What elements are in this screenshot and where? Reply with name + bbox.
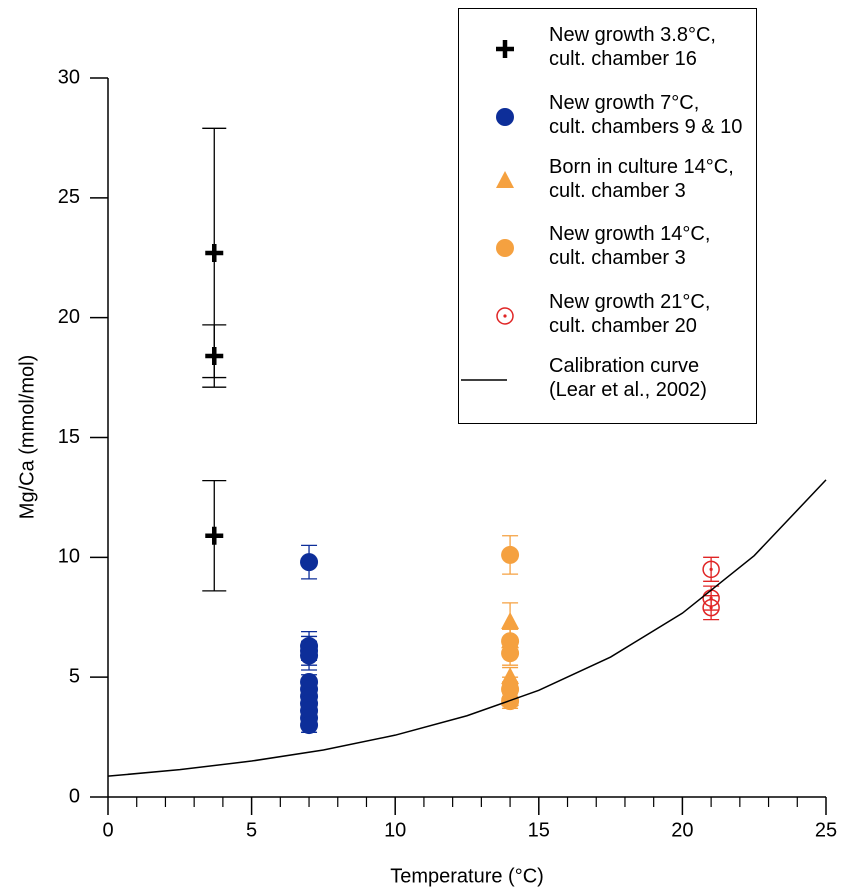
- point-dot: [709, 606, 713, 610]
- legend-marker: [496, 307, 514, 325]
- legend-marker: [461, 379, 507, 381]
- y-tick-label: 15: [58, 426, 80, 448]
- legend-marker: [496, 40, 514, 58]
- y-axis-label: Mg/Ca (mmol/mol): [16, 355, 38, 519]
- point-ring: [496, 307, 514, 325]
- x-tick-label: 10: [384, 819, 406, 841]
- point: [496, 239, 514, 257]
- point: [300, 646, 319, 665]
- legend-entry: New growth 14°C, cult. chamber 3: [459, 222, 756, 274]
- point: [501, 644, 520, 663]
- point: [496, 171, 514, 188]
- legend-label: New growth 3.8°C, cult. chamber 16: [549, 24, 716, 70]
- point-ring: [702, 598, 720, 617]
- legend-label: New growth 21°C, cult. chamber 20: [549, 291, 711, 337]
- point-dot: [503, 314, 507, 318]
- legend-marker: [496, 239, 514, 257]
- x-tick-label: 20: [671, 819, 693, 841]
- x-tick-label: 15: [528, 819, 550, 841]
- calibration-curve: [107, 479, 827, 777]
- point: [496, 108, 514, 126]
- x-tick-label: 25: [815, 819, 837, 841]
- point: [300, 553, 319, 572]
- y-tick-label: 25: [58, 186, 80, 208]
- legend-entry: New growth 7°C, cult. chambers 9 & 10: [459, 91, 756, 143]
- legend-marker: [496, 108, 514, 126]
- y-tick-label: 5: [69, 665, 80, 687]
- point: [300, 716, 319, 735]
- point: [501, 612, 520, 630]
- x-tick-label: 0: [102, 819, 113, 841]
- legend-marker: [496, 171, 514, 188]
- point: [702, 598, 720, 617]
- legend-label: New growth 7°C, cult. chambers 9 & 10: [549, 92, 743, 138]
- legend-entry: New growth 21°C, cult. chamber 20: [459, 290, 756, 342]
- point-dot: [709, 567, 713, 571]
- x-axis-label: Temperature (°C): [390, 865, 544, 887]
- legend: New growth 3.8°C, cult. chamber 16 New gr…: [458, 8, 757, 424]
- point-dot: [709, 596, 713, 600]
- x-tick-label: 5: [246, 819, 257, 841]
- point: [702, 560, 720, 579]
- point: [496, 40, 514, 58]
- point: [205, 347, 224, 366]
- y-tick-label: 10: [58, 546, 80, 568]
- y-tick-label: 0: [69, 785, 80, 807]
- legend-entry: Calibration curve (Lear et al., 2002): [459, 354, 756, 406]
- point: [496, 307, 514, 325]
- legend-label: Calibration curve (Lear et al., 2002): [549, 355, 707, 401]
- legend-label: New growth 14°C, cult. chamber 3: [549, 223, 711, 269]
- y-tick-label: 30: [58, 66, 80, 88]
- legend-label: Born in culture 14°C, cult. chamber 3: [549, 156, 734, 202]
- legend-entry: Born in culture 14°C, cult. chamber 3: [459, 155, 756, 207]
- legend-entry: New growth 3.8°C, cult. chamber 16: [459, 23, 756, 75]
- y-tick-label: 20: [58, 306, 80, 328]
- point: [501, 545, 520, 564]
- point: [205, 526, 224, 545]
- point: [205, 243, 224, 262]
- point-ring: [702, 560, 720, 579]
